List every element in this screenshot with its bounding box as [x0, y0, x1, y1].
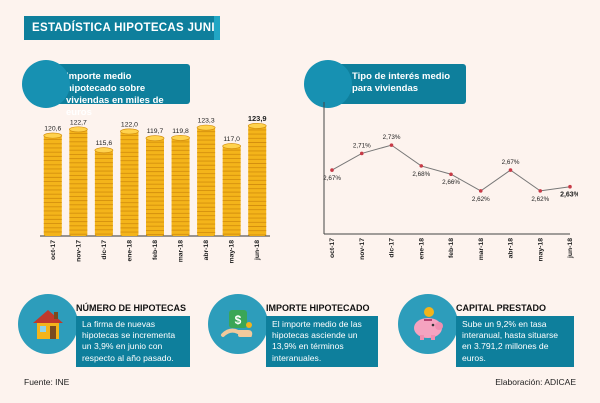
- bar-chart-title-circle: [22, 60, 70, 108]
- line-value-label: 2,67%: [323, 175, 341, 182]
- line-value-label: 2,62%: [531, 196, 549, 203]
- bar-value-label: 120,6: [44, 126, 61, 133]
- title-accent-stripe: [214, 16, 220, 40]
- line-point: [449, 172, 453, 177]
- bar-value-label: 119,7: [147, 128, 164, 135]
- line-chart-title-circle: [304, 60, 352, 108]
- line-tick-label: oct-17: [329, 238, 336, 258]
- info-text-hipotecas: La firma de nuevas hipotecas se incremen…: [76, 316, 190, 367]
- info-text-importe: El importe medio de las hipotecas ascien…: [266, 316, 378, 367]
- line-value-label: 2,62%: [472, 196, 490, 203]
- line-tick-label: jun-18: [567, 238, 574, 259]
- house-icon: [33, 310, 63, 339]
- bar-tick-label: may-18: [229, 240, 236, 264]
- footer-source: Fuente: INE: [24, 377, 70, 387]
- bar-nov-17: [68, 126, 88, 236]
- line-value-label: 2,66%: [442, 179, 460, 186]
- bar-tick-label: abr-18: [203, 240, 210, 261]
- line-point: [389, 143, 394, 147]
- bar-value-label: 117,0: [223, 136, 240, 143]
- info-heading-hipotecas: NÚMERO DE HIPOTECAS: [76, 303, 187, 313]
- line-tick-label: dic-17: [389, 238, 396, 258]
- bar-tick-label: dic-17: [101, 240, 108, 260]
- bar-value-label: 115,6: [96, 140, 113, 147]
- bar-feb-18: [145, 135, 165, 236]
- bar-tick-label: mar-18: [178, 240, 185, 263]
- bar-mar-18: [171, 134, 190, 236]
- line-tick-label: may-18: [537, 238, 544, 262]
- bar-tick-label: nov-17: [75, 240, 82, 262]
- bar-dic-17: [94, 147, 114, 236]
- footer-credit: Elaboración: ADICAE: [495, 377, 576, 387]
- bar-oct-17: [43, 132, 63, 236]
- line-chart: 2,67% oct-17 2,71% nov-17 2,73% dic-17 2,68% en…: [323, 102, 578, 262]
- bar-may-18: [222, 143, 242, 236]
- bar-ene-18: [120, 128, 139, 236]
- bar-tick-label: oct-17: [50, 240, 57, 260]
- piggy-bank-icon: [414, 307, 443, 340]
- line-point: [508, 168, 513, 172]
- bar-value-label: 123,3: [198, 118, 215, 125]
- bar-tick-label: ene-18: [126, 240, 133, 262]
- line-point: [419, 164, 424, 168]
- page-title: ESTADÍSTICA HIPOTECAS JUNIO 2018: [24, 16, 220, 40]
- line-tick-label: nov-17: [359, 238, 366, 260]
- line-point: [359, 151, 364, 156]
- money-hand-icon: $: [221, 310, 253, 337]
- bar-tick-label: feb-18: [152, 240, 159, 260]
- bar-chart: 120,6 oct-17 122,7 nov-17 115,6 dic-17 122,0 en…: [40, 114, 270, 264]
- line-value-label: 2,63%: [560, 192, 578, 199]
- line-point: [330, 168, 334, 172]
- info-heading-importe: IMPORTE HIPOTECADO: [266, 303, 370, 313]
- bar-jun-18: [247, 122, 267, 236]
- line-tick-label: feb-18: [448, 238, 455, 258]
- line-value-label: 2,67%: [502, 159, 520, 166]
- line-tick-label: ene-18: [418, 238, 425, 260]
- line-value-label: 2,71%: [353, 142, 371, 149]
- line-point: [478, 189, 483, 193]
- bar-value-label: 122,7: [70, 119, 87, 126]
- bar-abr-18: [196, 124, 216, 236]
- bar-value-label: 122,0: [121, 121, 138, 128]
- bar-tick-label: jun-18: [254, 240, 261, 261]
- info-text-capital: Sube un 9,2% en tasa interanual, hasta s…: [456, 316, 574, 367]
- line-value-label: 2,68%: [412, 171, 430, 178]
- line-value-label: 2,73%: [383, 134, 401, 141]
- bar-value-label: 123,9: [248, 114, 267, 123]
- line-tick-label: abr-18: [508, 238, 515, 259]
- info-heading-capital: CAPITAL PRESTADO: [456, 303, 547, 313]
- bar-value-label: 119,8: [172, 128, 189, 135]
- svg-text:$: $: [235, 313, 242, 327]
- line-point: [538, 189, 543, 193]
- line-tick-label: mar-18: [478, 238, 485, 261]
- line-point: [568, 184, 572, 189]
